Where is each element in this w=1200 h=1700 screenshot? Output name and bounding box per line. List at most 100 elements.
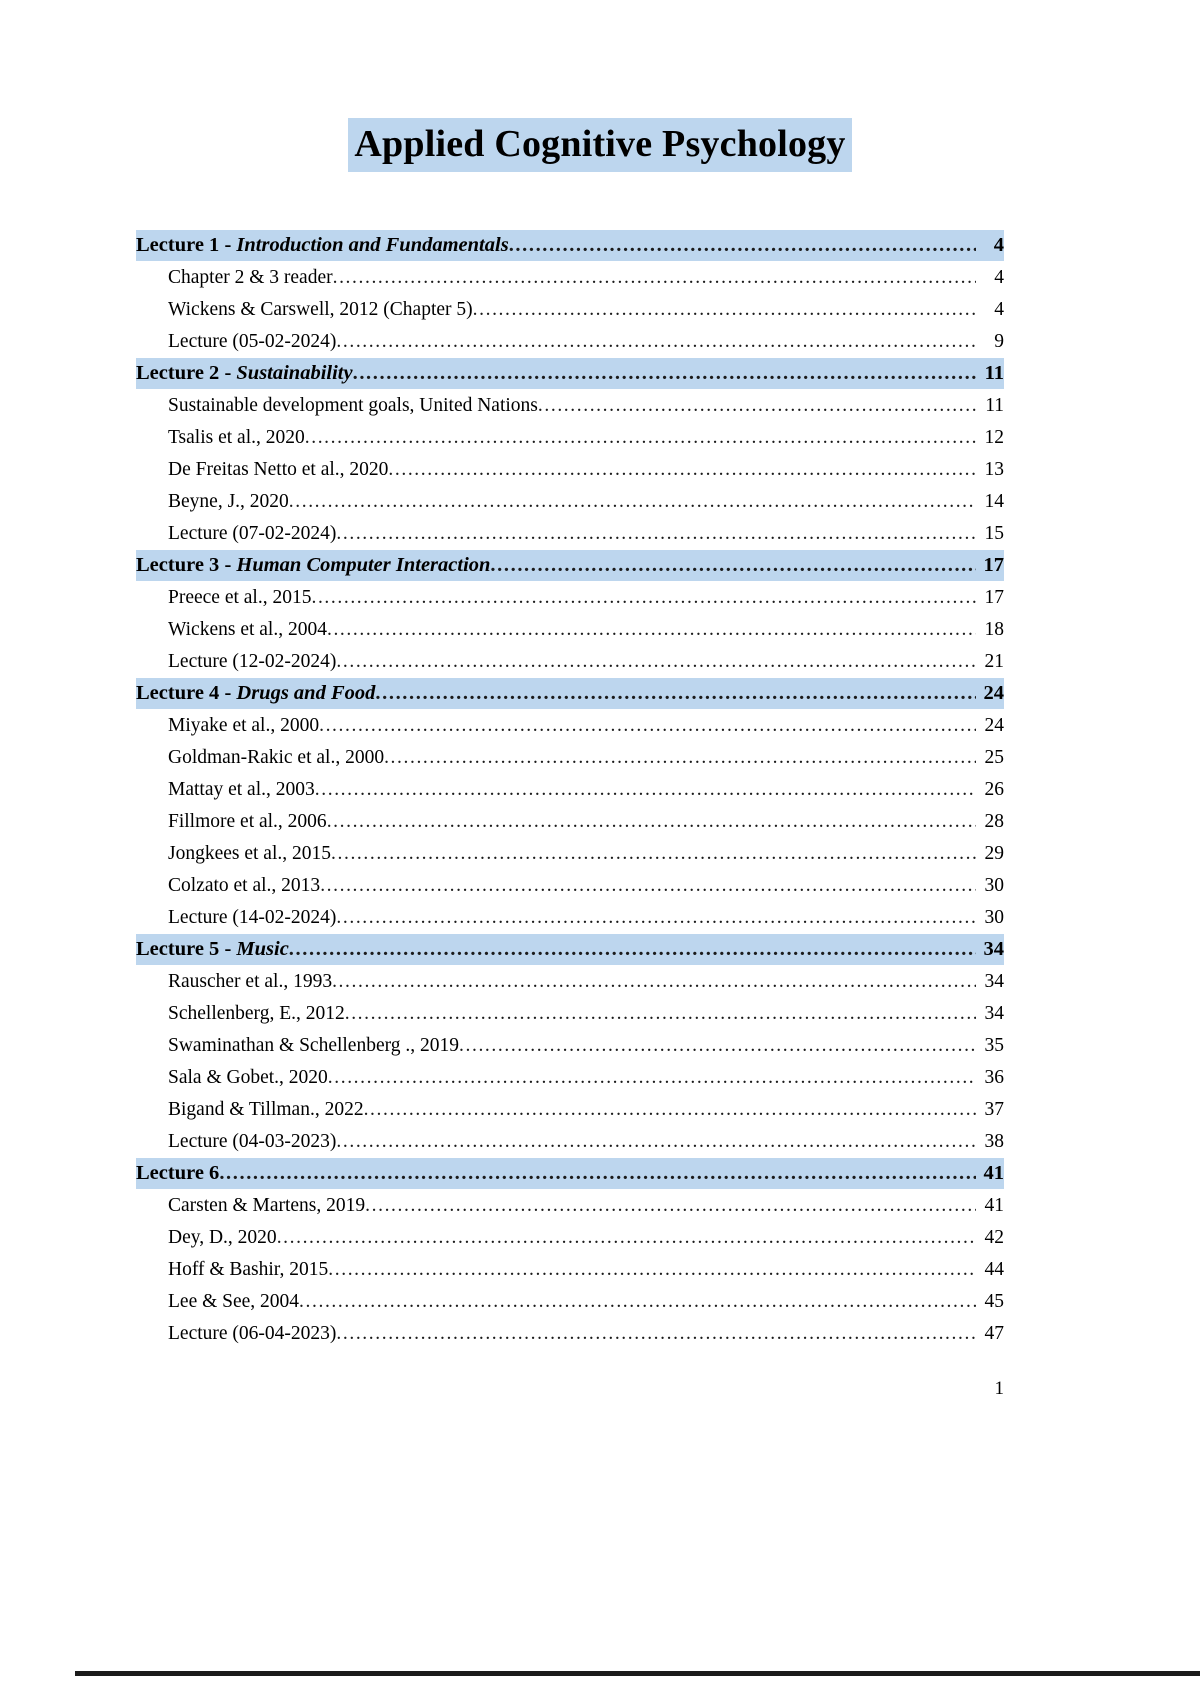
toc-entry[interactable]: Wickens & Carswell, 2012 (Chapter 5)....… [136, 294, 1004, 325]
toc-page-number: 30 [984, 907, 1005, 929]
toc-leader-dots: ........................................… [388, 460, 976, 481]
table-of-contents: Lecture 1 - Introduction and Fundamental… [0, 229, 1200, 1349]
toc-page-number: 34 [984, 971, 1005, 993]
toc-lecture-heading[interactable]: Lecture 1 - Introduction and Fundamental… [136, 229, 1004, 261]
toc-page-number: 41 [983, 1162, 1005, 1185]
toc-page-number: 47 [984, 1323, 1005, 1345]
toc-separator: - [219, 234, 237, 257]
toc-leader-dots: ........................................… [326, 620, 976, 641]
toc-page-number: 26 [984, 779, 1005, 801]
toc-entry-label: Mattay et al., 2003 [168, 779, 315, 801]
toc-entry-label: Colzato et al., 2013 [168, 875, 321, 897]
toc-leader-dots: ........................................… [336, 332, 976, 353]
toc-separator: - [219, 938, 237, 961]
toc-lecture-heading[interactable]: Lecture 6...............................… [136, 1157, 1005, 1189]
toc-entry[interactable]: Lecture (06-04-2023)....................… [136, 1318, 1004, 1349]
toc-entry-label: Sustainable development goals, United Na… [168, 395, 538, 417]
toc-lecture-heading[interactable]: Lecture 3 - Human Computer Interaction..… [136, 549, 1005, 581]
toc-entry[interactable]: Lecture (05-02-2024)....................… [136, 326, 1004, 357]
toc-separator: - [219, 554, 237, 577]
toc-entry-label: Lecture 6 [136, 1163, 219, 1189]
toc-leader-dots: ........................................… [336, 908, 976, 929]
toc-entry[interactable]: Beyne, J., 2020.........................… [136, 486, 1004, 517]
toc-page-number: 44 [984, 1259, 1005, 1281]
toc-leader-dots: ........................................… [508, 235, 976, 257]
toc-entry[interactable]: Wickens et al., 2004....................… [136, 614, 1004, 645]
toc-lecture-heading[interactable]: Lecture 4 - Drugs and Food..............… [136, 677, 1004, 709]
toc-entry[interactable]: De Freitas Netto et al., 2020...........… [136, 454, 1004, 485]
toc-lecture-number: Lecture 3 [136, 554, 220, 577]
toc-entry[interactable]: Mattay et al., 2003.....................… [136, 774, 1004, 805]
toc-lecture-heading[interactable]: Lecture 5 - Music.......................… [136, 933, 1005, 965]
toc-leader-dots: ........................................… [365, 1196, 976, 1217]
toc-entry[interactable]: Dey, D., 2020...........................… [136, 1222, 1004, 1253]
toc-entry[interactable]: Lecture (12-02-2024)....................… [136, 646, 1004, 677]
toc-page-number: 4 [994, 299, 1004, 321]
toc-leader-dots: ........................................… [336, 1324, 976, 1345]
toc-page-number: 17 [984, 587, 1005, 609]
toc-lecture-heading[interactable]: Lecture 2 - Sustainability..............… [136, 357, 1004, 389]
toc-entry[interactable]: Lee & See, 2004.........................… [136, 1286, 1004, 1317]
toc-page-number: 11 [985, 395, 1004, 417]
toc-page-number: 18 [984, 619, 1005, 641]
toc-page-number: 34 [983, 938, 1005, 961]
toc-leader-dots: ........................................… [319, 716, 976, 737]
toc-page-number: 12 [984, 427, 1005, 449]
toc-entry-label: Schellenberg, E., 2012 [168, 1003, 345, 1025]
toc-page-number: 37 [984, 1099, 1005, 1121]
toc-page-number: 41 [984, 1195, 1005, 1217]
toc-page-number: 17 [983, 554, 1005, 577]
toc-leader-dots: ........................................… [288, 939, 976, 961]
toc-entry[interactable]: Fillmore et al., 2006...................… [136, 806, 1004, 837]
toc-lecture-subtitle: Human Computer Interaction [236, 554, 491, 577]
toc-entry[interactable]: Rauscher et al., 1993...................… [136, 966, 1004, 997]
toc-entry[interactable]: Preece et al., 2015.....................… [136, 582, 1004, 613]
toc-page-number: 11 [984, 362, 1004, 385]
toc-entry[interactable]: Goldman-Rakic et al., 2000..............… [136, 742, 1004, 773]
toc-lecture-subtitle: Sustainability [236, 362, 353, 385]
toc-entry-label: Fillmore et al., 2006 [168, 811, 327, 833]
toc-entry-label: Chapter 2 & 3 reader [168, 267, 333, 289]
toc-leader-dots: ........................................… [375, 683, 976, 705]
toc-entry[interactable]: Sustainable development goals, United Na… [136, 390, 1004, 421]
toc-entry[interactable]: Swaminathan & Schellenberg ., 2019......… [136, 1030, 1004, 1061]
toc-lecture-number: Lecture 5 [136, 938, 220, 961]
toc-entry[interactable]: Miyake et al., 2000.....................… [136, 710, 1004, 741]
toc-entry[interactable]: Lecture (04-03-2023)....................… [136, 1126, 1004, 1157]
toc-page-number: 45 [984, 1291, 1005, 1313]
toc-entry-label: Carsten & Martens, 2019 [168, 1195, 366, 1217]
toc-entry-label: Lecture 1 - Introduction and Fundamental… [136, 235, 509, 261]
toc-entry-label: Lecture (04-03-2023) [168, 1131, 337, 1153]
toc-page-number: 42 [984, 1227, 1005, 1249]
toc-page-number: 30 [984, 875, 1005, 897]
toc-entry[interactable]: Lecture (14-02-2024)....................… [136, 902, 1004, 933]
toc-entry[interactable]: Jongkees et al., 2015...................… [136, 838, 1004, 869]
toc-leader-dots: ........................................… [288, 492, 976, 513]
toc-entry[interactable]: Hoff & Bashir, 2015.....................… [136, 1254, 1004, 1285]
toc-leader-dots: ........................................… [336, 524, 976, 545]
toc-entry-label: Miyake et al., 2000 [168, 715, 320, 737]
toc-leader-dots: ........................................… [219, 1163, 976, 1185]
toc-entry[interactable]: Colzato et al., 2013....................… [136, 870, 1004, 901]
toc-entry-label: Lecture (05-02-2024) [168, 331, 337, 353]
toc-entry[interactable]: Bigand & Tillman., 2022.................… [136, 1094, 1004, 1125]
toc-page-number: 14 [984, 491, 1005, 513]
toc-page-number: 34 [984, 1003, 1005, 1025]
toc-entry[interactable]: Schellenberg, E., 2012..................… [136, 998, 1004, 1029]
toc-page-number: 28 [984, 811, 1005, 833]
toc-leader-dots: ........................................… [336, 1132, 976, 1153]
toc-leader-dots: ........................................… [344, 1004, 976, 1025]
toc-page-number: 4 [994, 267, 1004, 289]
toc-lecture-subtitle: Introduction and Fundamentals [236, 234, 509, 257]
toc-entry[interactable]: Tsalis et al., 2020.....................… [136, 422, 1004, 453]
toc-entry-label: Lecture 5 - Music [136, 939, 289, 965]
toc-leader-dots: ........................................… [314, 780, 976, 801]
toc-entry-label: Wickens & Carswell, 2012 (Chapter 5) [168, 299, 473, 321]
toc-entry-label: Preece et al., 2015 [168, 587, 312, 609]
toc-entry-label: Lecture (06-04-2023) [168, 1323, 337, 1345]
toc-entry[interactable]: Sala & Gobet., 2020.....................… [136, 1062, 1004, 1093]
toc-entry[interactable]: Lecture (07-02-2024)....................… [136, 518, 1004, 549]
toc-entry[interactable]: Chapter 2 & 3 reader....................… [136, 262, 1004, 293]
title-container: Applied Cognitive Psychology [0, 0, 1200, 172]
toc-entry[interactable]: Carsten & Martens, 2019.................… [136, 1190, 1004, 1221]
